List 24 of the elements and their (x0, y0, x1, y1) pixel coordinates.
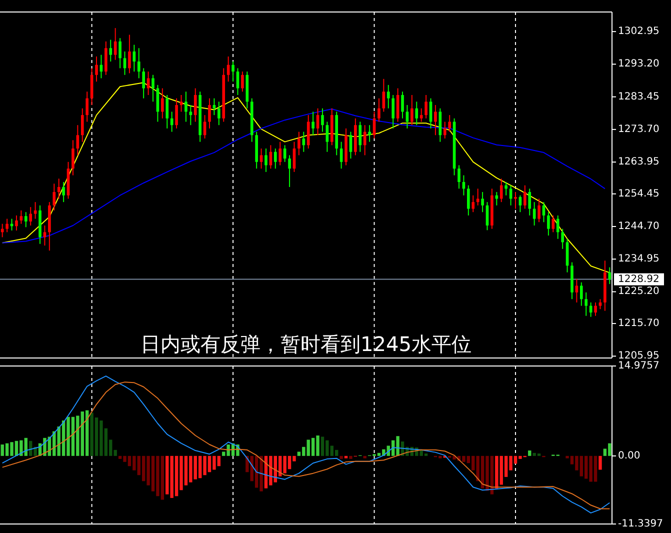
y-tick-label: 1205.95 (618, 350, 660, 362)
y-tick-label: 1225.20 (618, 286, 660, 298)
bar (528, 450, 532, 456)
y-tick-label: 1273.70 (618, 124, 660, 135)
ref-line-label: 1228.92 (618, 274, 660, 285)
bar (340, 456, 343, 459)
y-tick-label: 1293.20 (618, 58, 660, 70)
y-tick-label: 1215.70 (618, 318, 660, 330)
bar (85, 410, 89, 456)
y-tick-label: 1244.70 (618, 220, 660, 232)
annotation: 日内或有反弹，暂时看到1245水平位 (140, 332, 472, 356)
y-tick-label: 1263.95 (618, 156, 660, 168)
y-tick-label: 1283.45 (618, 91, 660, 102)
y-tick-label: -11.3397 (618, 518, 663, 530)
bar (349, 456, 352, 459)
line-series (2, 108, 606, 244)
y-tick-label: 0.00 (618, 450, 640, 462)
y-tick-label: 1302.95 (618, 26, 660, 38)
bar (598, 456, 602, 470)
y-tick-label: 1254.45 (618, 188, 660, 200)
bar (363, 456, 366, 458)
y-tick-label: 14.9757 (618, 360, 660, 372)
bar (344, 456, 348, 458)
y-tick-label: 1234.95 (618, 254, 660, 265)
